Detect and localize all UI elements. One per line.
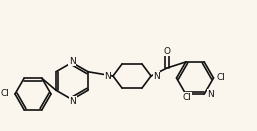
- Text: O: O: [163, 47, 170, 56]
- Text: N: N: [207, 89, 214, 99]
- Text: N: N: [153, 72, 160, 81]
- Text: Cl: Cl: [0, 89, 9, 99]
- Text: Cl: Cl: [182, 92, 191, 102]
- Text: N: N: [69, 56, 75, 66]
- Text: N: N: [70, 97, 76, 105]
- Text: Cl: Cl: [216, 72, 225, 81]
- Text: N: N: [104, 72, 111, 81]
